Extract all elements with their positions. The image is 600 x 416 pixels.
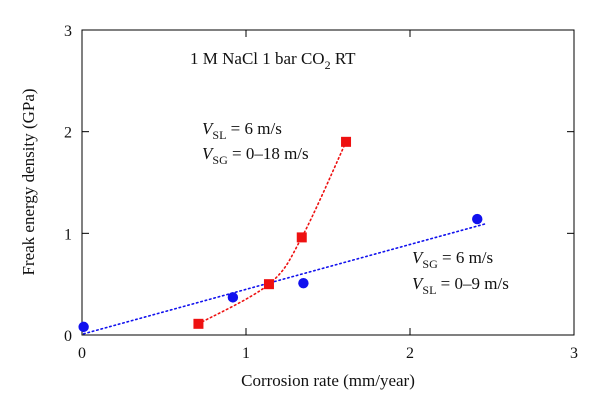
annotation-blue-line1-var: V <box>412 248 425 267</box>
annotation-blue-line2-var: V <box>412 274 425 293</box>
annotation-red-line1-value: = 6 m/s <box>226 119 281 138</box>
annotation-blue-line1: VSG = 6 m/s <box>412 248 493 271</box>
x-tick-label: 2 <box>406 345 414 362</box>
annotation-red-line2-var: V <box>202 144 215 163</box>
data-point-square <box>296 232 307 243</box>
data-point-circle <box>78 321 89 333</box>
trend-line-series-0 <box>197 141 347 325</box>
annotation-conditions-prefix: 1 M NaCl 1 bar CO <box>190 49 325 68</box>
annotation-red-line2-sub: SG <box>212 153 228 167</box>
data-markers <box>78 136 483 333</box>
data-point-square <box>263 279 274 290</box>
x-tick-label: 3 <box>570 345 578 362</box>
data-point-square <box>193 318 204 329</box>
axis-ticks: 0 1 2 3 0 1 2 3 <box>64 23 578 362</box>
annotation-conditions-suffix: RT <box>331 49 357 68</box>
data-point-circle <box>227 292 239 303</box>
annotation-blue-line1-sub: SG <box>422 257 438 271</box>
data-point-square <box>341 136 352 147</box>
y-tick-label: 2 <box>64 125 72 142</box>
x-tick-label: 0 <box>78 345 86 362</box>
trend-line-series-1 <box>82 223 487 335</box>
data-point-circle <box>472 213 483 225</box>
y-axis-title: Freak energy density (GPa) <box>19 88 38 275</box>
trend-lines <box>82 141 487 335</box>
annotation-blue-line2-value: = 0–9 m/s <box>436 274 508 293</box>
y-tick-label: 3 <box>64 23 72 40</box>
annotation-red-line2-value: = 0–18 m/s <box>228 144 309 163</box>
x-tick-label: 1 <box>242 345 250 362</box>
annotation-red-line2: VSG = 0–18 m/s <box>202 144 309 167</box>
plot-frame <box>81 29 575 336</box>
annotation-blue-line1-value: = 6 m/s <box>438 248 493 267</box>
annotation-red-line1-sub: SL <box>212 128 226 142</box>
annotation-red-line1: VSL = 6 m/s <box>202 119 282 142</box>
annotation-conditions-sub: 2 <box>325 58 331 72</box>
x-axis-title: Corrosion rate (mm/year) <box>241 371 415 390</box>
annotation-conditions: 1 M NaCl 1 bar CO2 RT <box>190 49 356 72</box>
annotation-blue-line2-sub: SL <box>422 283 436 297</box>
annotation-blue-line2: VSL = 0–9 m/s <box>412 274 509 297</box>
data-point-circle <box>298 277 309 289</box>
y-tick-label: 1 <box>64 226 72 243</box>
annotation-red-line1-var: V <box>202 119 215 138</box>
y-tick-label: 0 <box>64 328 72 345</box>
